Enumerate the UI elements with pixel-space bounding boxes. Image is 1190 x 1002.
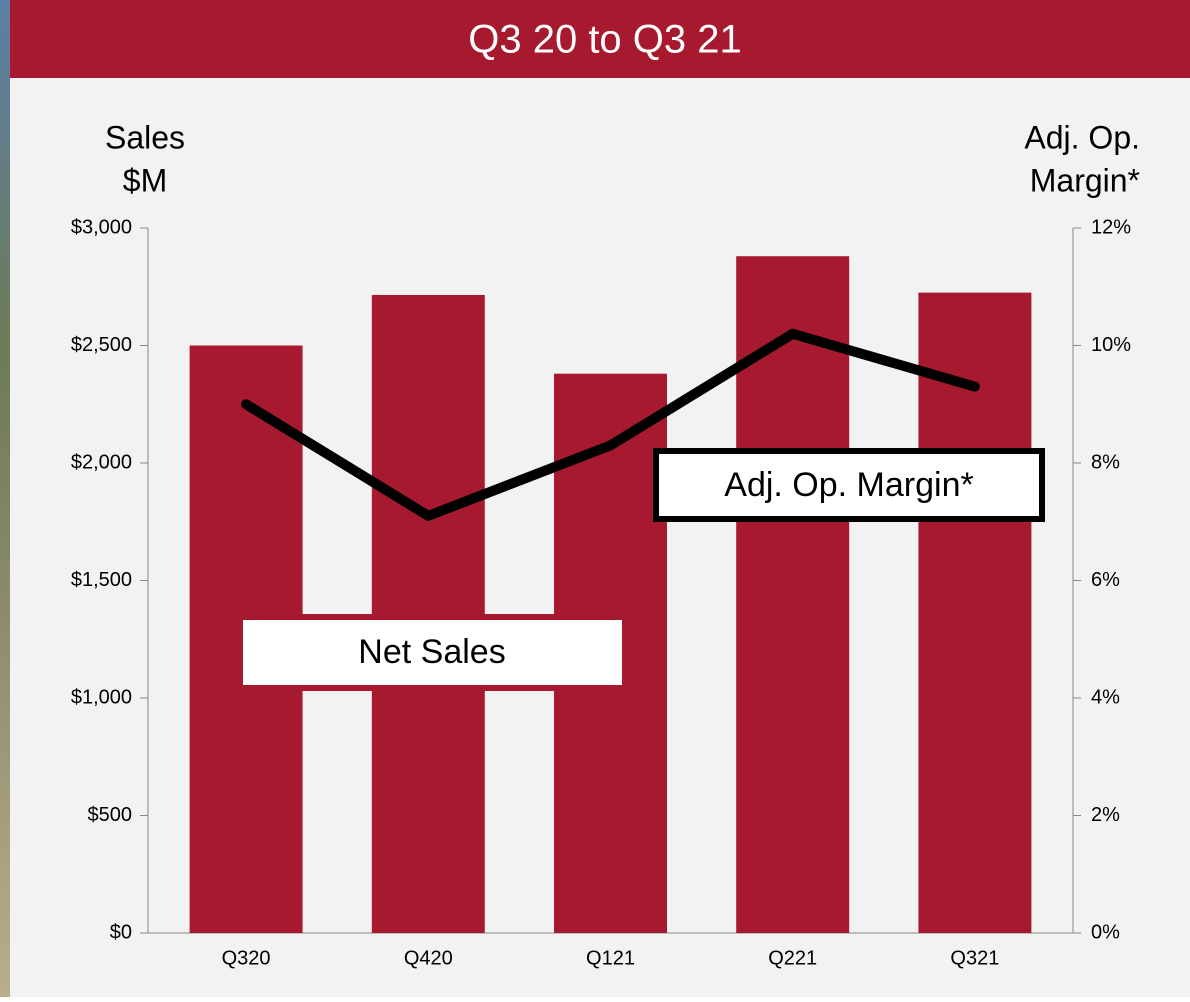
y2-axis-title: Margin* <box>1030 162 1140 198</box>
x-tick-label: Q321 <box>950 947 999 969</box>
y2-tick-label: 10% <box>1091 334 1131 356</box>
x-tick-label: Q221 <box>768 947 817 969</box>
chart-title: Q3 20 to Q3 21 <box>468 18 742 62</box>
y2-axis-title: Adj. Op. <box>1024 119 1140 155</box>
legend-label: Adj. Op. Margin* <box>724 466 973 504</box>
line <box>241 328 980 521</box>
y-tick-label: $2,000 <box>71 451 132 473</box>
y2-tick-label: 2% <box>1091 804 1120 826</box>
x-tick-label: Q121 <box>586 947 635 969</box>
legend-box <box>653 448 1045 522</box>
y2-tick-label: 4% <box>1091 686 1120 708</box>
bar <box>736 256 850 933</box>
y-axis-title: $M <box>123 162 167 198</box>
y-tick-label: $3,000 <box>71 216 132 238</box>
y2-tick-label: 0% <box>1091 921 1120 943</box>
y-tick-label: $2,500 <box>71 334 132 356</box>
bar <box>371 294 485 934</box>
y2-tick-label: 12% <box>1091 216 1131 238</box>
y-tick-label: $0 <box>110 921 132 943</box>
y-axis-title: Sales <box>105 119 185 155</box>
x-tick-label: Q320 <box>222 947 271 969</box>
annotations: Net Sales Adj. Op. Margin* <box>237 448 1045 691</box>
legend-label: Net Sales <box>358 633 505 671</box>
bar <box>918 292 1032 933</box>
x-tick-label: Q420 <box>404 947 453 969</box>
y-tick-label: $1,000 <box>71 686 132 708</box>
legend-box <box>237 614 628 691</box>
y2-tick-label: 8% <box>1091 451 1120 473</box>
y-tick-label: $500 <box>88 804 133 826</box>
y-tick-label: $1,500 <box>71 569 132 591</box>
title-bar <box>10 0 1190 78</box>
y2-tick-label: 6% <box>1091 569 1120 591</box>
